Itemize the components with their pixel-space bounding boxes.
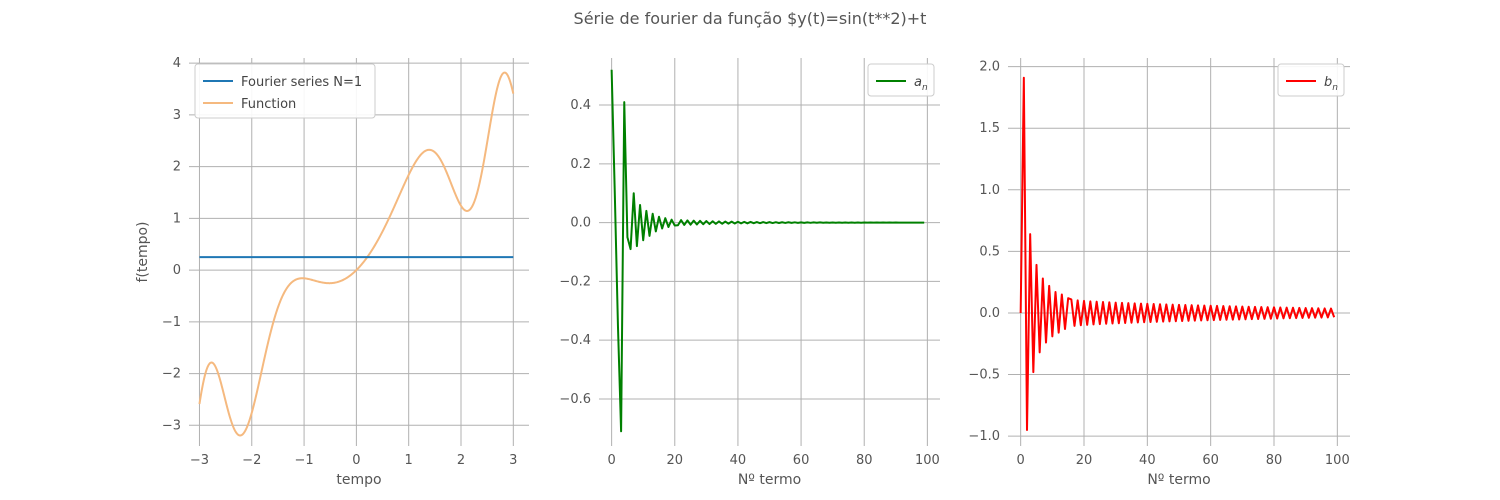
y-tick-label: 0.4	[570, 98, 591, 113]
figure-suptitle: Série de fourier da função $y(t)=sin(t**…	[574, 9, 927, 28]
series-line-a-n	[610, 69, 925, 433]
y-tick-label: 0.0	[979, 306, 1000, 321]
y-tick-label: −0.4	[559, 333, 591, 348]
y-tick-label: 1.0	[979, 183, 1000, 198]
y-tick-label: 1	[173, 211, 181, 226]
y-tick-label: −0.2	[559, 274, 591, 289]
legend-subscript: n	[922, 83, 928, 93]
x-tick-label: −2	[242, 453, 261, 468]
y-tick-label: 2.0	[979, 60, 1000, 75]
plot-panel-function: −3 −2 −1 0 1 2 3 −3 −2 −1 0 1 2 3 4 tempo f(tempo) Fourie…	[135, 56, 529, 488]
plot-panel-an-coefficients: 0 20 40 60 80 100 −0.6 −0.4 −0.2 0.0 0.2 0.4 Nº term…	[559, 58, 940, 488]
x-tick-label: 40	[730, 453, 747, 468]
x-tick-label: 80	[1266, 453, 1283, 468]
legend-entry-label: Function	[241, 97, 296, 112]
y-tick-label: −0.5	[968, 368, 1000, 383]
x-tick-label: 100	[1325, 453, 1350, 468]
y-tick-label: 3	[173, 108, 181, 123]
plot-panel-bn-coefficients: 0 20 40 60 80 100 −1.0 −0.5 0.0 0.5 1.0 1.5 2.0 Nº te…	[968, 58, 1350, 488]
x-axis-label: Nº termo	[738, 472, 801, 488]
x-tick-label: −3	[190, 453, 209, 468]
x-tick-label: 3	[509, 453, 517, 468]
y-tick-label: 4	[173, 56, 181, 71]
x-tick-label: 2	[457, 453, 465, 468]
y-tick-label: −1.0	[968, 429, 1000, 444]
x-axis-label: tempo	[336, 472, 381, 488]
x-tick-label: 0	[607, 453, 615, 468]
y-tick-label: −1	[162, 315, 181, 330]
y-tick-label: 0	[173, 263, 181, 278]
x-tick-label: 0	[1017, 453, 1025, 468]
y-tick-label: 0.0	[570, 216, 591, 231]
x-tick-label: 1	[405, 453, 413, 468]
y-tick-label: 0.2	[570, 157, 591, 172]
legend-subscript: n	[1332, 83, 1338, 93]
x-tick-label: 20	[1076, 453, 1093, 468]
x-tick-label: 100	[915, 453, 940, 468]
legend-frame	[194, 63, 376, 119]
y-axis-label: f(tempo)	[135, 221, 151, 282]
legend: bn	[1277, 63, 1345, 97]
y-tick-label: 0.5	[979, 244, 1000, 259]
legend-entry-label: Fourier series N=1	[241, 75, 362, 90]
x-axis-label: Nº termo	[1147, 472, 1210, 488]
legend: Fourier series N=1 Function	[194, 63, 376, 119]
y-tick-label: 1.5	[979, 121, 1000, 136]
legend: an	[867, 63, 935, 97]
x-tick-label: 0	[352, 453, 360, 468]
y-tick-label: −0.6	[559, 392, 591, 407]
series-line-function	[198, 71, 515, 437]
x-tick-label: −1	[294, 453, 313, 468]
x-tick-label: 80	[856, 453, 873, 468]
y-tick-label: −2	[162, 367, 181, 382]
x-tick-label: 60	[793, 453, 810, 468]
x-tick-label: 60	[1202, 453, 1219, 468]
x-tick-label: 20	[667, 453, 684, 468]
series-line-b-n	[1019, 76, 1336, 431]
y-tick-label: 2	[173, 160, 181, 175]
x-tick-label: 40	[1139, 453, 1156, 468]
y-tick-label: −3	[162, 418, 181, 433]
